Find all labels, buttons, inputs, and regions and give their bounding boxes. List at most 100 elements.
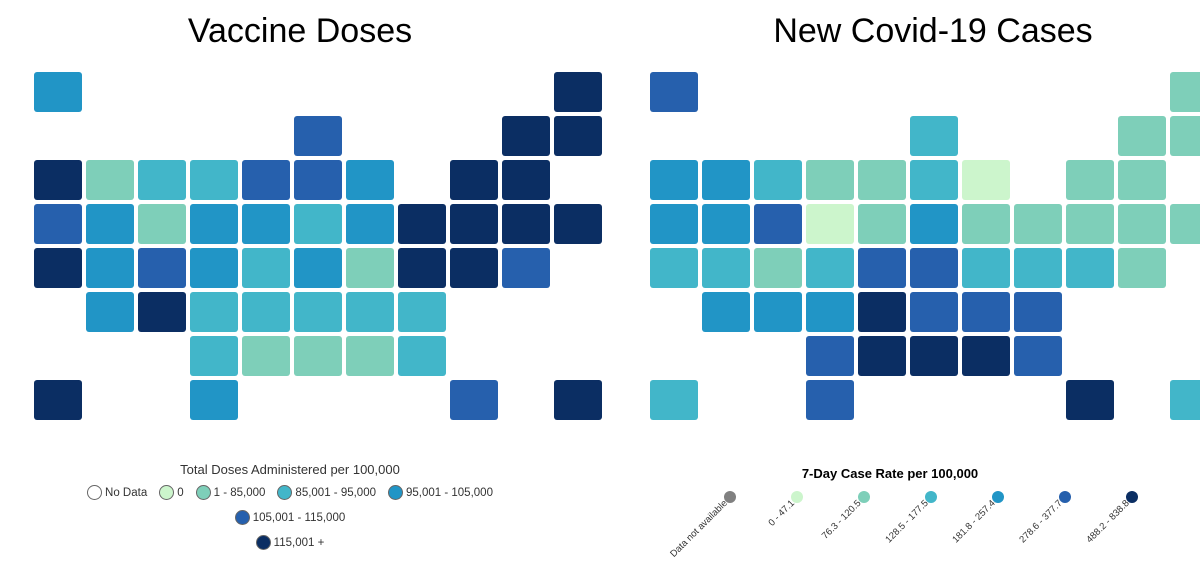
state-de bbox=[1118, 248, 1166, 288]
legend-item: 0 bbox=[159, 485, 184, 500]
legend-label: 1 - 85,000 bbox=[213, 486, 266, 499]
state-ri bbox=[1170, 204, 1200, 244]
state-ca bbox=[650, 248, 698, 288]
legend-swatch bbox=[791, 491, 803, 503]
legend-label: Data not available bbox=[668, 498, 730, 560]
legend-swatch bbox=[234, 510, 250, 525]
state-nj bbox=[450, 204, 498, 244]
state-ok bbox=[806, 336, 854, 376]
legend-label: 95,001 - 105,000 bbox=[406, 486, 493, 499]
state-pa bbox=[398, 204, 446, 244]
state-nv bbox=[86, 204, 134, 244]
legend-swatch bbox=[1126, 491, 1138, 503]
state-nc bbox=[962, 292, 1010, 332]
state-vt bbox=[1118, 116, 1166, 156]
state-tx bbox=[190, 380, 238, 420]
state-pr bbox=[1170, 380, 1200, 420]
state-pa bbox=[1014, 204, 1062, 244]
state-id bbox=[702, 160, 750, 200]
state-ma bbox=[1118, 160, 1166, 200]
legend-swatch bbox=[87, 485, 103, 500]
state-mn bbox=[858, 160, 906, 200]
state-or bbox=[34, 204, 82, 244]
legend-label: 76.3 - 120.5 bbox=[820, 498, 864, 542]
state-sc bbox=[398, 292, 446, 332]
state-nc bbox=[346, 292, 394, 332]
state-vt bbox=[502, 116, 550, 156]
state-wi bbox=[294, 116, 342, 156]
legend-label: 488.2 - 838.8 bbox=[1084, 498, 1132, 546]
state-fl bbox=[450, 380, 498, 420]
legend-label: 181.8 - 257.4 bbox=[950, 498, 998, 546]
state-ky bbox=[294, 248, 342, 288]
state-ca bbox=[34, 248, 82, 288]
state-nm bbox=[138, 292, 186, 332]
state-al bbox=[346, 336, 394, 376]
state-sc bbox=[1014, 292, 1062, 332]
state-sd bbox=[190, 204, 238, 244]
legend-item: 1 - 85,000 bbox=[195, 485, 266, 500]
state-ny bbox=[1066, 160, 1114, 200]
state-nh bbox=[554, 116, 602, 156]
legend-item: 278.6 - 377.7 bbox=[1017, 490, 1071, 545]
state-ri bbox=[554, 204, 602, 244]
state-il bbox=[910, 160, 958, 200]
legend-item: 95,001 - 105,000 bbox=[388, 485, 493, 500]
state-co bbox=[138, 248, 186, 288]
state-wa bbox=[34, 160, 82, 200]
state-wy bbox=[754, 204, 802, 244]
state-la bbox=[242, 336, 290, 376]
state-md bbox=[450, 248, 498, 288]
state-mt bbox=[138, 160, 186, 200]
legend-swatch bbox=[388, 485, 403, 500]
state-ne bbox=[806, 248, 854, 288]
state-nj bbox=[1066, 204, 1114, 244]
state-nv bbox=[702, 204, 750, 244]
legend-label: 115,001 + bbox=[273, 536, 325, 549]
legend-label: 85,001 - 95,000 bbox=[295, 486, 376, 499]
state-sd bbox=[806, 204, 854, 244]
legend-label: 0 bbox=[177, 486, 184, 499]
state-ga bbox=[398, 336, 446, 376]
state-ma bbox=[502, 160, 550, 200]
state-ar bbox=[858, 292, 906, 332]
state-fl bbox=[1066, 380, 1114, 420]
state-ak bbox=[650, 72, 698, 112]
state-az bbox=[702, 292, 750, 332]
state-mo bbox=[858, 248, 906, 288]
state-ms bbox=[910, 336, 958, 376]
state-al bbox=[962, 336, 1010, 376]
legend-item: 115,001 + bbox=[30, 535, 550, 550]
legend-item: 85,001 - 95,000 bbox=[277, 485, 376, 500]
state-ct bbox=[1118, 204, 1166, 244]
state-wv bbox=[346, 248, 394, 288]
legend-swatch bbox=[255, 535, 271, 550]
state-il bbox=[294, 160, 342, 200]
legend-label: 278.6 - 377.7 bbox=[1017, 498, 1065, 546]
state-tx bbox=[806, 380, 854, 420]
legend-item: 76.3 - 120.5 bbox=[820, 490, 870, 542]
state-ne bbox=[190, 248, 238, 288]
state-mo bbox=[242, 248, 290, 288]
state-hi bbox=[34, 380, 82, 420]
legend-label: 105,001 - 115,000 bbox=[252, 511, 346, 524]
legend-item: 128.5 - 177.5 bbox=[883, 490, 937, 545]
legend-item: 105,001 - 115,000 bbox=[234, 510, 346, 525]
state-id bbox=[86, 160, 134, 200]
state-mn bbox=[242, 160, 290, 200]
state-co bbox=[754, 248, 802, 288]
state-hi bbox=[650, 380, 698, 420]
legend-swatch bbox=[1059, 491, 1071, 503]
state-ct bbox=[502, 204, 550, 244]
state-mi bbox=[346, 160, 394, 200]
legend-swatch bbox=[925, 491, 937, 503]
state-ga bbox=[1014, 336, 1062, 376]
state-nh bbox=[1170, 116, 1200, 156]
state-ar bbox=[242, 292, 290, 332]
state-me bbox=[1170, 72, 1200, 112]
covid-cases-map bbox=[650, 72, 1200, 424]
state-tn bbox=[294, 292, 342, 332]
state-wi bbox=[910, 116, 958, 156]
state-oh bbox=[346, 204, 394, 244]
state-in bbox=[910, 204, 958, 244]
